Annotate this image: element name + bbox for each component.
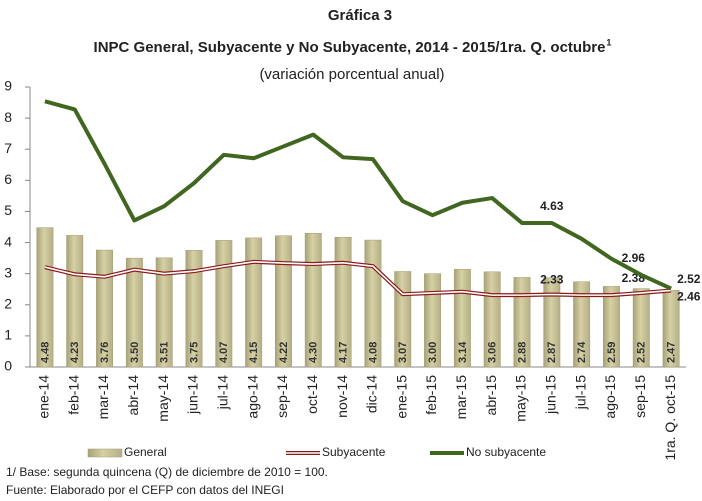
chart-subtitle: (variación porcentual anual) [259,66,444,83]
bar [334,237,352,368]
bar [275,235,292,368]
bar-label: 4.22 [278,342,290,363]
bar-label: 2.47 [665,342,677,363]
bar-label: 2.59 [606,342,618,363]
x-tick-label: ago-14 [244,375,260,419]
footnote: 1/ Base: segunda quincena (Q) de diciemb… [6,465,328,479]
x-tick-label: oct-14 [304,375,320,414]
x-tick-label: may-14 [155,375,171,422]
bar-label: 3.14 [457,341,469,363]
bar-label: 4.23 [69,342,81,363]
line-label: 2.46 [677,290,701,304]
bar-label: 3.00 [427,342,439,363]
bar [603,286,620,368]
bar [304,232,322,368]
chart-subtitle-main: INPC General, Subyacente y No Subyacente… [94,39,606,56]
bar-label: 4.07 [218,342,230,363]
bar [125,257,143,368]
bar-label: 3.76 [99,342,111,363]
x-tick-label: dic-14 [364,375,380,413]
bar-label: 3.51 [159,342,171,363]
x-tick-label: mar-14 [95,375,111,420]
line-inner [44,261,672,296]
legend-label: General [124,445,167,459]
x-tick-label: abr-14 [125,375,141,416]
y-tick-label: 1 [4,327,12,343]
line-label: 4.63 [540,199,564,213]
x-tick-label: 1ra. Q. oct-15 [662,375,678,461]
bar [36,227,54,368]
bar [424,273,441,368]
y-tick-label: 7 [4,140,12,156]
bar [215,240,233,368]
subtitle-superscript: 1 [606,37,611,47]
line-series [44,99,672,291]
bar [66,235,84,368]
bar [185,250,203,368]
x-tick-label: ene-14 [36,375,52,419]
x-tick-label: jun-14 [185,375,201,415]
bar-label: 2.87 [546,342,558,363]
bar-label: 4.48 [39,342,51,363]
legend-label: No subyacente [466,445,546,459]
bar-label: 4.08 [367,342,379,363]
bar [543,277,561,368]
y-tick-label: 2 [4,295,12,311]
bar [632,288,650,368]
x-tick-label: sep-15 [632,375,648,418]
line-label: 2.52 [677,272,701,286]
bar-label: 4.17 [337,342,349,363]
x-tick-label: may-15 [513,375,529,422]
y-tick-label: 0 [4,358,12,374]
x-tick-label: nov-14 [334,375,350,418]
bar-label: 2.52 [636,342,648,363]
y-tick-label: 3 [4,264,12,280]
y-tick-label: 4 [4,233,12,249]
bar [573,281,591,368]
x-tick-label: jul-14 [215,375,231,410]
x-tick-label: abr-15 [483,375,499,416]
x-tick-label: feb-14 [65,375,81,415]
bar-label: 2.88 [516,342,528,363]
bar-label: 4.30 [308,342,320,363]
bar [662,289,680,368]
legend-label: Subyacente [322,445,386,459]
bar-label: 3.50 [129,342,141,363]
bar-label: 4.15 [248,342,260,363]
y-tick-label: 8 [4,109,12,125]
line-label: 2.96 [622,251,646,265]
bar-label: 2.74 [576,341,588,363]
bar [96,249,113,368]
legend-swatch [87,448,123,458]
bar-label: 3.06 [487,342,499,363]
x-tick-label: feb-15 [423,375,439,415]
bar-label: 3.07 [397,342,409,363]
x-tick-label: ene-15 [393,375,409,419]
y-tick-label: 6 [4,171,12,187]
footnote: Fuente: Elaborado por el CEFP con datos … [6,483,284,497]
bar-label: 3.75 [188,342,200,363]
x-tick-label: mar-15 [453,375,469,420]
y-tick-label: 5 [4,202,12,218]
x-tick-label: sep-14 [274,375,290,418]
x-tick-label: jun-15 [543,375,559,415]
chart-title: Gráfica 3 [328,7,392,24]
bar [513,277,531,368]
y-tick-label: 9 [4,78,12,94]
x-tick-label: jul-15 [572,375,588,410]
bar [245,237,263,368]
bar [155,257,173,368]
x-tick-label: ago-15 [602,375,618,419]
line-label: 2.33 [540,273,564,287]
